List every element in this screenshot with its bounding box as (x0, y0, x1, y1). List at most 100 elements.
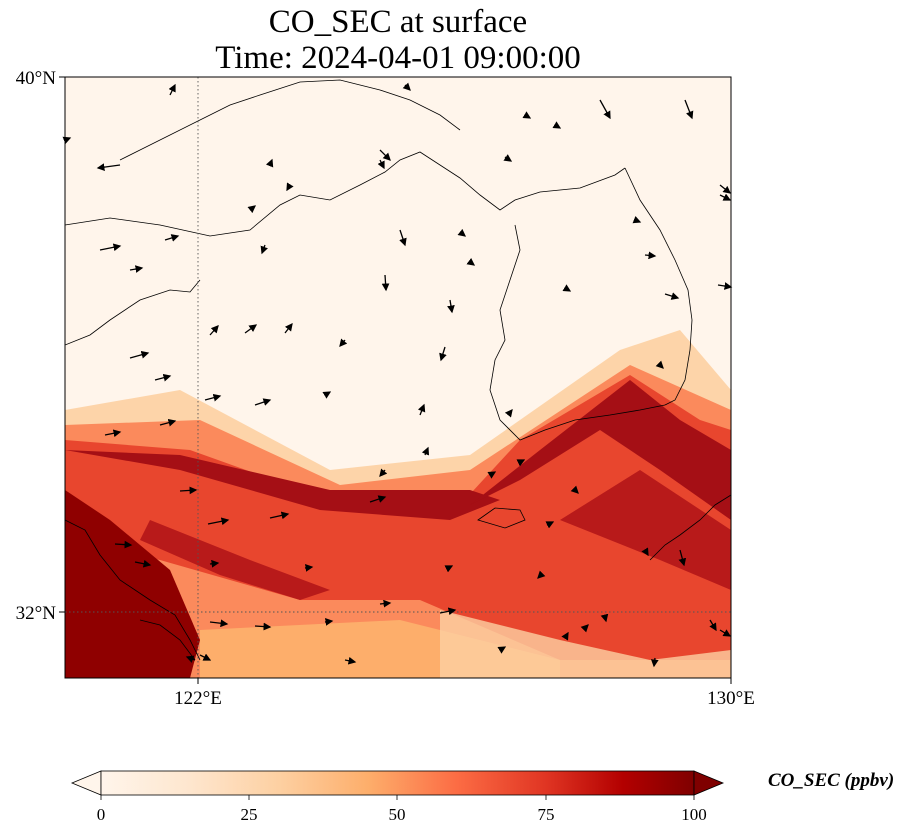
wind-arrow (377, 159, 385, 170)
lon-label-122: 122°E (174, 688, 222, 709)
wind-arrow (562, 284, 572, 292)
coastline-shandong (65, 279, 201, 346)
wind-arrow (369, 495, 387, 503)
wind-arrow (265, 158, 274, 168)
wind-arrow (522, 111, 532, 119)
colorbar-tick-75: 75 (538, 805, 555, 824)
wind-arrow (379, 599, 392, 608)
coastline-korea-west (489, 224, 666, 441)
wind-arrow (399, 229, 407, 247)
wind-arrow (719, 184, 732, 194)
wind-arrow (466, 257, 476, 266)
wind-arrow (247, 205, 257, 214)
map-frame (64, 76, 732, 679)
wind-arrow (503, 154, 513, 162)
wind-arrow (99, 243, 122, 252)
coastline-liaodong (119, 79, 461, 161)
wind-arrow (600, 613, 609, 623)
coastline-kyushu (649, 494, 731, 561)
wind-arrow (134, 559, 152, 568)
colorbar-tick-50: 50 (389, 805, 406, 824)
lat-label-32: 32°N (16, 603, 57, 624)
coastline-china-south (65, 519, 201, 661)
wind-arrow (650, 657, 659, 668)
wind-arrow (655, 360, 664, 369)
wind-arrow (719, 193, 732, 201)
wind-vectors (62, 82, 733, 668)
wind-arrow (129, 265, 144, 273)
wind-arrow (719, 629, 732, 637)
wind-arrow (185, 655, 196, 663)
wind-arrow (709, 619, 717, 632)
wind-arrow (417, 403, 426, 416)
plume-core-middle (140, 520, 330, 600)
colorbar-gradient (100, 770, 695, 796)
colorbar-extend-max (693, 770, 725, 796)
wind-arrow (379, 468, 388, 477)
plume-core-southwest (65, 490, 200, 678)
wind-arrow (129, 350, 150, 359)
wind-arrow (324, 618, 334, 626)
wind-arrow (344, 656, 357, 665)
wind-arrow (447, 299, 455, 314)
wind-arrow (114, 540, 133, 549)
wind-arrow (254, 622, 272, 631)
gridlines (65, 77, 731, 678)
lon-label-130: 130°E (707, 688, 755, 709)
wind-arrow (379, 149, 391, 161)
wind-arrow (286, 182, 294, 192)
wind-arrow (154, 373, 172, 382)
colorbar-tick-100: 100 (681, 805, 707, 824)
wind-arrow (552, 121, 562, 129)
wind-arrow (207, 517, 230, 526)
wind-arrow (684, 99, 694, 120)
wind-arrow (164, 234, 180, 242)
wind-arrow (632, 215, 642, 224)
title-line-1: CO_SEC at surface (268, 4, 528, 40)
wind-arrow (439, 607, 457, 616)
wind-arrow (179, 486, 198, 495)
axis-ticks (59, 76, 732, 684)
colorbar-title: CO_SEC (ppbv) (768, 770, 895, 791)
wind-arrow (209, 325, 219, 336)
wind-arrow (168, 83, 176, 96)
colorbar-extend-min (70, 770, 102, 796)
wind-arrow (561, 631, 569, 641)
wind-arrow (244, 324, 258, 334)
lat-label-40: 40°N (16, 68, 57, 89)
wind-arrow (516, 459, 526, 467)
wind-arrow (678, 549, 687, 567)
wind-arrow (537, 570, 546, 579)
wind-arrow (284, 322, 293, 334)
wind-arrow (104, 429, 122, 438)
wind-arrow (641, 547, 649, 557)
wind-arrow (254, 398, 272, 406)
wind-arrow (204, 393, 222, 402)
wind-arrow (209, 619, 229, 628)
plume-core-east (470, 380, 731, 520)
colorbar: 0 25 50 75 100 (70, 770, 725, 824)
wind-arrow (339, 338, 348, 347)
title-line-2: Time: 2024-04-01 09:00:00 (215, 40, 581, 76)
wind-arrow (644, 251, 657, 260)
wind-arrow (580, 624, 589, 633)
wind-arrow (199, 653, 212, 661)
wind-arrow (570, 485, 579, 494)
wind-arrow (504, 408, 513, 418)
wind-arrow (269, 511, 290, 520)
wind-arrow (96, 163, 121, 171)
plume-core-north (65, 450, 500, 520)
wind-arrow (209, 559, 220, 568)
colorbar-ticks (100, 795, 695, 800)
wind-arrow (322, 391, 332, 399)
coastline-yangtze-delta (139, 619, 196, 661)
wind-arrow (457, 228, 467, 237)
map-panel (65, 77, 731, 678)
jeju-island (477, 507, 526, 529)
wind-arrow (487, 471, 497, 479)
coastline-korea-east (624, 167, 693, 406)
wind-arrow (421, 446, 430, 456)
wind-arrow (599, 99, 611, 120)
colorbar-tick-0: 0 (97, 805, 106, 824)
